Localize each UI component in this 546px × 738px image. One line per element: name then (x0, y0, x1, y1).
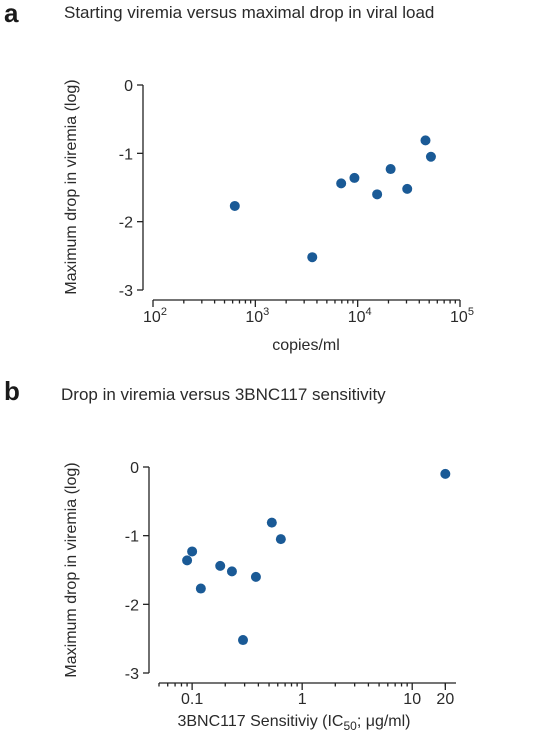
panel-a-data-point (402, 183, 413, 194)
panel-a-data-point (420, 135, 431, 146)
panel-b-data-point (440, 468, 451, 479)
panel-b-x-label-subscript: 50 (343, 719, 357, 733)
panel-a-data-point (307, 252, 318, 263)
panel-a-y-tick-label: 0 (124, 78, 133, 95)
panel-b-data-point (187, 546, 198, 557)
panel-letter-b: b (4, 376, 20, 406)
panel-a: a Starting viremia versus maximal drop i… (4, 0, 474, 354)
panel-a-y-tick-label: -1 (119, 146, 133, 163)
panel-b-points (182, 468, 451, 646)
panel-b-data-point (195, 583, 206, 594)
panel-a-points (229, 135, 436, 263)
panel-b-axes: 0 -1 -2 -3 0.1 1 10 20 (125, 460, 456, 708)
panel-a-data-point (425, 151, 436, 162)
panel-b-y-tick-label: -3 (125, 666, 139, 683)
panel-b-y-tick-label: 0 (130, 460, 139, 477)
panel-b-x-label-main: 3BNC117 Sensitiviy (IC (177, 713, 343, 730)
panel-a-data-point (229, 200, 240, 211)
panel-b-x-tick-label: 10 (403, 691, 421, 708)
panel-b-x-label-end: ; μg/ml) (357, 713, 411, 730)
panel-a-y-axis-label: Maximum drop in viremia (log) (63, 79, 80, 294)
panel-a-x-tick-label: 103 (245, 306, 269, 326)
panel-b-y-tick-label: -2 (125, 597, 139, 614)
panel-a-y-tick-label: -3 (119, 283, 133, 300)
panel-letter-a: a (4, 0, 19, 28)
panel-b-x-tick-label: 0.1 (181, 691, 203, 708)
panel-b-data-point (226, 566, 237, 577)
panel-b-x-tick-label: 20 (436, 691, 454, 708)
panel-a-x-tick-label: 105 (450, 306, 474, 326)
panel-b-data-point (182, 555, 193, 566)
panel-b-x-axis-label: 3BNC117 Sensitiviy (IC50; μg/ml) (177, 713, 410, 733)
panel-a-data-point (385, 164, 396, 175)
panel-a-data-point (336, 178, 347, 189)
panel-a-axes: 0 -1 -2 -3 102 103 104 105 (119, 78, 474, 326)
panel-b-data-point (275, 534, 286, 545)
panel-b: b Drop in viremia versus 3BNC117 sensiti… (4, 376, 456, 733)
panel-a-x-tick-label: 102 (143, 306, 167, 326)
panel-a-data-point (349, 172, 360, 183)
panel-b-data-point (238, 635, 249, 646)
panel-b-title: Drop in viremia versus 3BNC117 sensitivi… (61, 385, 386, 404)
panel-b-data-point (266, 517, 277, 528)
panel-b-y-axis-label: Maximum drop in viremia (log) (63, 462, 80, 677)
panel-b-y-tick-label: -1 (125, 529, 139, 546)
panel-a-data-point (372, 189, 383, 200)
panel-a-x-axis-label: copies/ml (272, 337, 340, 354)
panel-b-data-point (215, 560, 226, 571)
panel-a-x-tick-label: 104 (348, 306, 372, 326)
panel-b-data-point (250, 571, 261, 582)
panel-a-y-tick-label: -2 (119, 215, 133, 232)
panel-b-x-tick-label: 1 (298, 691, 307, 708)
panel-a-title: Starting viremia versus maximal drop in … (64, 3, 434, 22)
